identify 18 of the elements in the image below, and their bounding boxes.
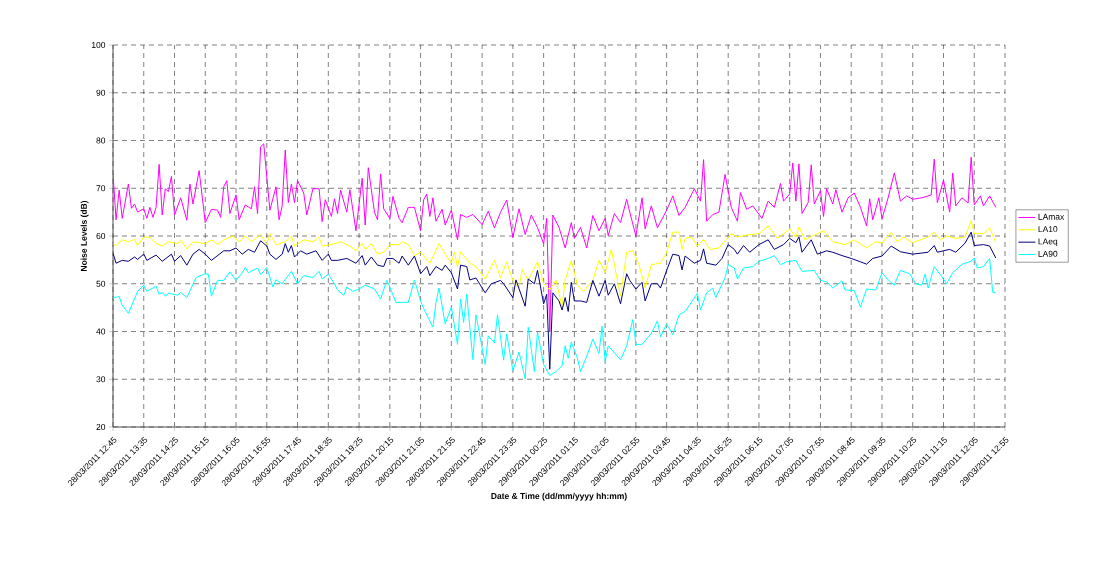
legend-label: LA10	[1038, 226, 1058, 233]
y-tick-label: 30	[96, 376, 106, 383]
legend-label: LAeq	[1038, 238, 1058, 247]
y-tick-label: 90	[96, 89, 106, 96]
y-tick-label: 60	[96, 233, 106, 239]
y-axis-title: Noise Levels (dB)	[80, 200, 89, 271]
y-tick-label: 50	[96, 280, 106, 287]
legend-label: LA90	[1038, 250, 1058, 257]
line-series	[113, 143, 997, 332]
y-tick-label: 100	[91, 42, 106, 48]
x-axis-title: Date & Time (dd/mm/yyyy hh:mm)	[491, 492, 627, 501]
line-series	[113, 231, 997, 370]
line-series	[113, 220, 997, 308]
y-tick-label: 70	[96, 185, 106, 192]
y-tick-label: 20	[96, 424, 106, 430]
y-tick-label: 40	[96, 328, 106, 335]
y-tick-label: 80	[96, 137, 106, 144]
legend-label: LAmax	[1038, 213, 1065, 220]
